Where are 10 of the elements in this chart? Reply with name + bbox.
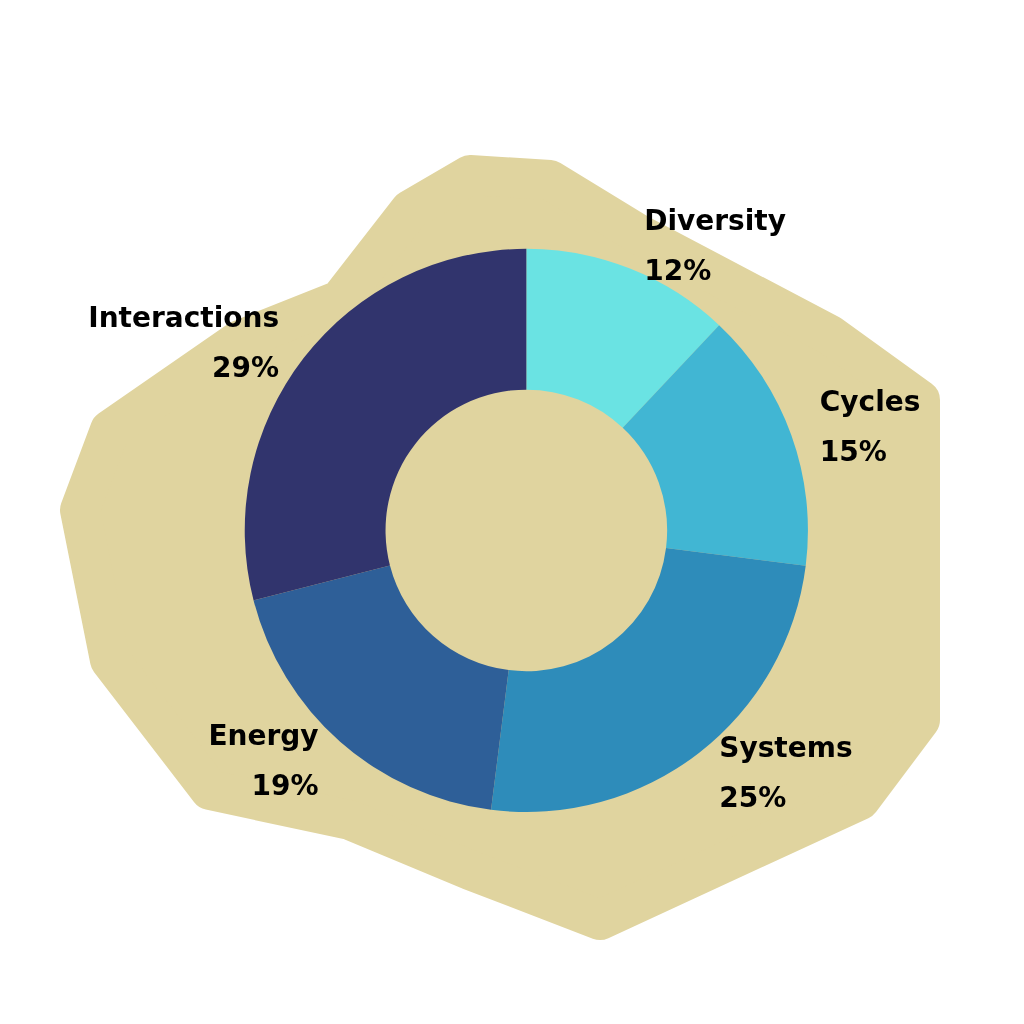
data-label: 19% [251, 768, 319, 802]
slice-label: Diversity [644, 203, 786, 237]
data-label: 15% [819, 435, 887, 469]
slice-label: Systems [719, 731, 853, 765]
data-label: 25% [719, 781, 787, 815]
data-label: 29% [212, 351, 280, 385]
slice-label: Energy [208, 718, 319, 752]
slice-label: Interactions [88, 301, 280, 335]
slice-label: Cycles [819, 385, 921, 419]
data-label: 12% [644, 253, 712, 287]
